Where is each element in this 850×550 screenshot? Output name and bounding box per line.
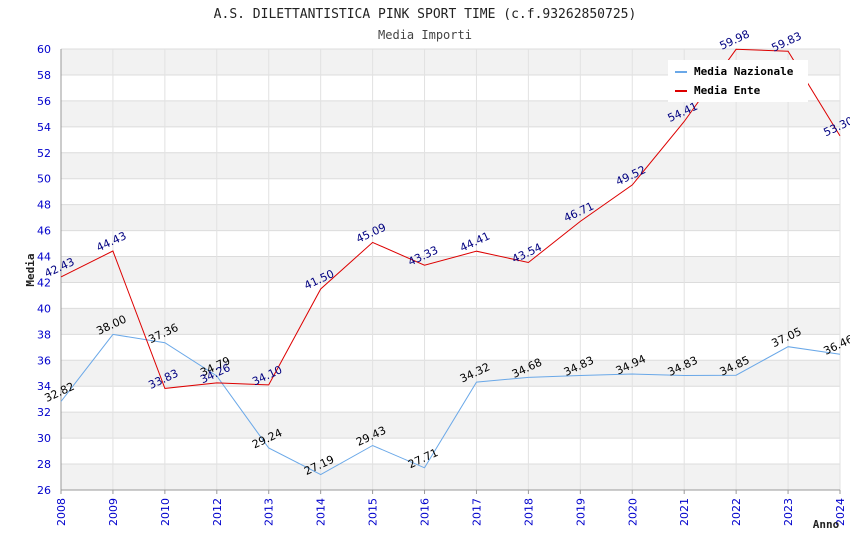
grid-band (61, 256, 840, 283)
y-tick-label: 34 (37, 380, 51, 393)
x-tick-label: 2014 (315, 498, 328, 526)
grid-band (61, 334, 840, 361)
chart-title: A.S. DILETTANTISTICA PINK SPORT TIME (c.… (214, 7, 637, 22)
y-tick-label: 40 (37, 302, 51, 315)
y-tick-label: 58 (37, 69, 51, 82)
grid-band (61, 126, 840, 153)
y-tick-label: 38 (37, 328, 51, 341)
series-line-media-nazionale (60, 333, 841, 476)
grid-band (61, 230, 840, 257)
legend-label-media-nazionale: Media Nazionale (694, 65, 794, 78)
grid-band (61, 360, 840, 387)
x-tick-label: 2008 (55, 498, 68, 526)
grid-band (61, 178, 840, 205)
y-tick-label: 42 (37, 276, 51, 289)
x-axis-label: Anno (813, 518, 840, 531)
gridlines (60, 48, 841, 491)
x-tick-label: 2015 (367, 498, 380, 526)
grid-band (61, 464, 840, 490)
y-tick-label: 60 (37, 43, 51, 56)
x-tick-label: 2020 (626, 498, 639, 526)
y-tick-label: 36 (37, 354, 51, 367)
grid-band (61, 152, 840, 179)
x-tick-labels: 2008 2009 2010 2012 2013 2014 2015 2016 2017 2018… (55, 498, 847, 526)
x-tick-label: 2009 (107, 498, 120, 526)
x-tick-label: 2019 (574, 498, 587, 526)
x-tick-label: 2016 (419, 498, 432, 526)
y-axis-label: Media (24, 253, 37, 286)
y-tick-label: 56 (37, 95, 51, 108)
legend-label-media-ente: Media Ente (694, 84, 761, 97)
y-tick-label: 50 (37, 173, 51, 186)
x-tick-label: 2017 (470, 498, 483, 526)
x-tick-label: 2013 (263, 498, 276, 526)
grid-band (61, 282, 840, 309)
x-tick-label: 2010 (159, 498, 172, 526)
x-tick-label: 2018 (522, 498, 535, 526)
x-tick-label: 2012 (211, 498, 224, 526)
y-tick-label: 46 (37, 225, 51, 238)
grid-band (61, 100, 840, 127)
y-tick-label: 54 (37, 121, 51, 134)
legend-background (668, 60, 808, 102)
grid-band (61, 308, 840, 335)
y-tick-labels: 26 28 30 32 34 36 38 40 42 44 46 48 50 52 54 56 58 60 (37, 43, 51, 497)
grid-bands (61, 49, 840, 490)
x-tick-label: 2021 (678, 498, 691, 526)
grid-band (61, 438, 840, 465)
y-tick-label: 52 (37, 147, 51, 160)
x-tick-label: 2024 (834, 498, 847, 526)
x-tick-label: 2023 (782, 498, 795, 526)
legend: Media Nazionale Media Ente (668, 60, 808, 102)
chart-subtitle: Media Importi (378, 28, 472, 42)
axes (60, 49, 841, 494)
grid-band (61, 204, 840, 231)
grid-band (61, 386, 840, 413)
y-tick-label: 28 (37, 458, 51, 471)
y-tick-label: 26 (37, 484, 51, 497)
y-tick-label: 30 (37, 432, 51, 445)
y-tick-label: 32 (37, 406, 51, 419)
x-tick-label: 2022 (730, 498, 743, 526)
y-tick-label: 48 (37, 199, 51, 212)
y-tick-label: 44 (37, 251, 51, 264)
